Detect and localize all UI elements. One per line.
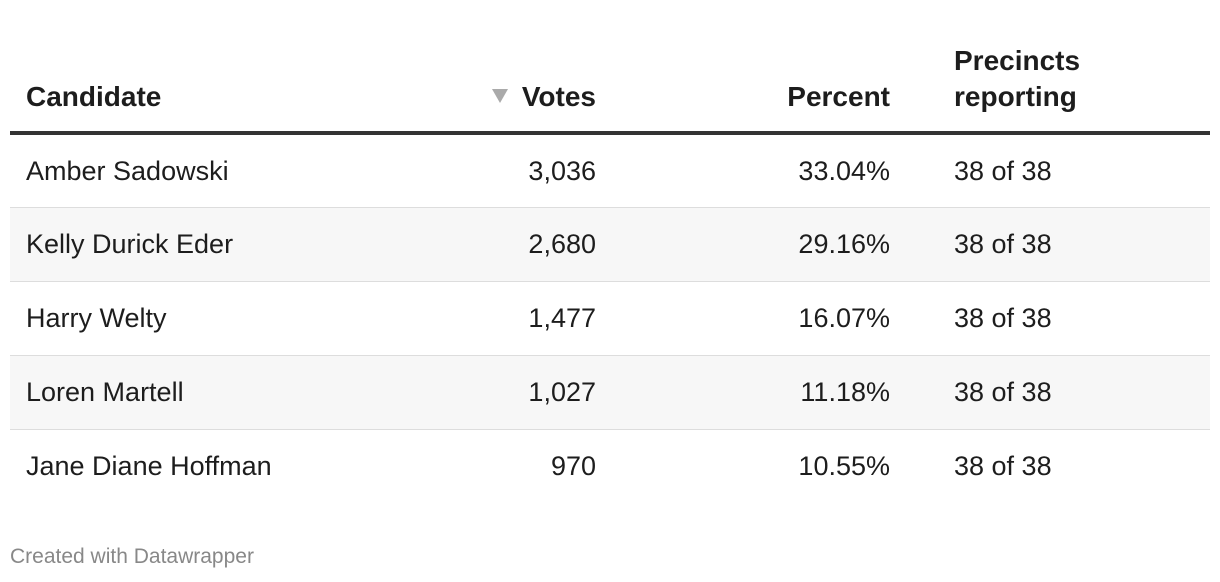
header-row: Candidate Votes Percent Precincts report… <box>10 0 1210 135</box>
cell-precincts: 38 of 38 <box>890 355 1210 430</box>
column-header-votes[interactable]: Votes <box>410 0 596 135</box>
cell-votes: 1,027 <box>410 355 596 430</box>
cell-candidate: Loren Martell <box>10 355 410 430</box>
sort-descending-icon <box>491 89 508 103</box>
cell-percent: 10.55% <box>798 451 890 482</box>
cell-votes: 2,680 <box>410 207 596 282</box>
column-header-precincts-line1: Precincts <box>954 45 1081 76</box>
cell-candidate: Kelly Durick Eder <box>10 207 410 282</box>
column-header-candidate[interactable]: Candidate <box>10 0 410 135</box>
cell-candidate: Amber Sadowski <box>10 133 410 208</box>
cell-precincts: 38 of 38 <box>890 281 1210 356</box>
cell-candidate: Jane Diane Hoffman <box>26 451 272 482</box>
cell-precincts: 38 of 38 <box>890 207 1210 282</box>
cell-votes: 970 <box>550 451 596 482</box>
column-header-precincts-line2: reporting <box>954 81 1077 112</box>
cell-candidate: Harry Welty <box>10 281 410 356</box>
column-header-percent[interactable]: Percent <box>596 0 890 135</box>
results-table-container: Candidate Votes Percent Precincts report… <box>10 0 1210 503</box>
table-row: Loren Martell 1,027 11.18% 38 of 38 <box>10 355 1210 430</box>
column-header-votes-label: Votes <box>521 81 596 112</box>
cell-percent: 16.07% <box>596 281 890 356</box>
cell-precincts: 38 of 38 <box>954 451 1052 482</box>
column-header-percent-label: Percent <box>787 81 890 112</box>
cell-percent: 29.16% <box>596 207 890 282</box>
cell-votes: 1,477 <box>410 281 596 356</box>
results-table: Candidate Votes Percent Precincts report… <box>10 0 1210 503</box>
cell-percent: 11.18% <box>596 355 890 430</box>
column-header-precincts[interactable]: Precincts reporting <box>890 0 1210 135</box>
table-row: Jane Diane Hoffman 970 10.55% 38 of 38 <box>10 429 1210 503</box>
cell-precincts: 38 of 38 <box>890 133 1210 208</box>
cell-percent: 33.04% <box>596 133 890 208</box>
table-row: Harry Welty 1,477 16.07% 38 of 38 <box>10 281 1210 356</box>
column-header-candidate-label: Candidate <box>26 81 162 112</box>
datawrapper-credit: Created with Datawrapper <box>10 545 254 568</box>
table-row: Kelly Durick Eder 2,680 29.16% 38 of 38 <box>10 207 1210 282</box>
table-row: Amber Sadowski 3,036 33.04% 38 of 38 <box>10 133 1210 208</box>
cell-votes: 3,036 <box>410 133 596 208</box>
